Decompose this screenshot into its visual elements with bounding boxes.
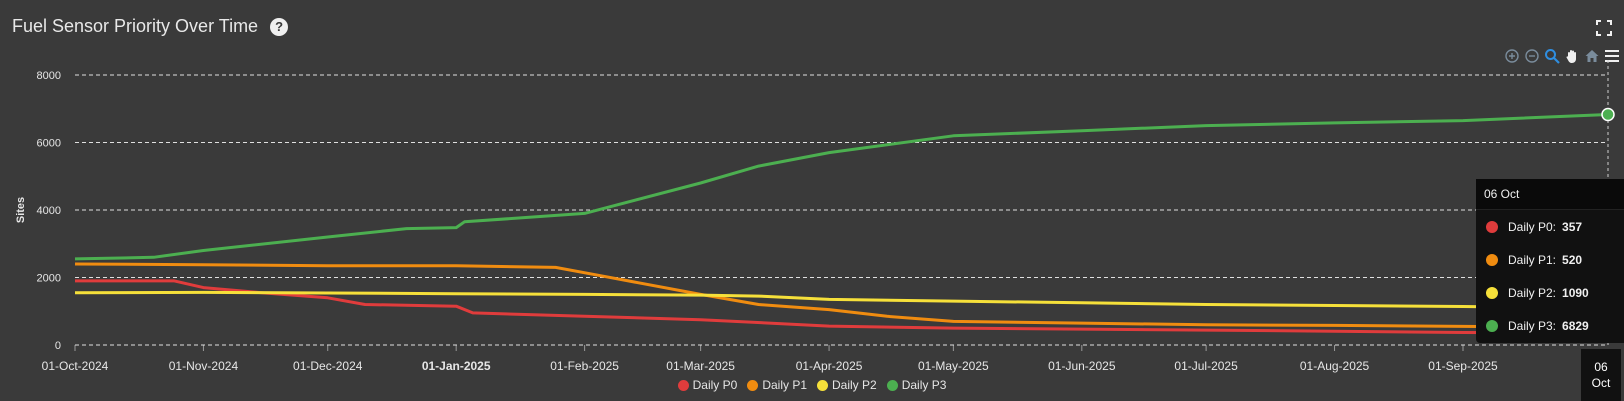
tooltip-value: 1090 — [1562, 285, 1589, 300]
y-tick-label: 8000 — [37, 70, 61, 82]
series-line-p1 — [74, 262, 1609, 329]
x-tick-label: 01-Aug-2025 — [1300, 359, 1370, 373]
tooltip-label: Daily P2: — [1508, 285, 1557, 300]
zoom-in-icon[interactable] — [1504, 48, 1520, 64]
crosshair-month: Oct — [1591, 376, 1611, 390]
tooltip-value: 520 — [1562, 252, 1583, 267]
legend-label: Daily P3 — [901, 378, 947, 392]
fullscreen-icon[interactable] — [1596, 20, 1612, 36]
x-tick-label: 01-Mar-2025 — [666, 359, 735, 373]
legend-label: Daily P2 — [832, 378, 877, 392]
legend-marker — [886, 379, 898, 391]
zoom-out-icon[interactable] — [1524, 48, 1540, 64]
crosshair-day: 06 — [1594, 360, 1608, 374]
legend: Daily P0 Daily P1 Daily P2 Daily P3 — [0, 378, 1624, 392]
x-tick-label: 01-Apr-2025 — [796, 359, 863, 373]
tooltip-row: Daily P1: 520 — [1476, 243, 1624, 276]
legend-label: Daily P1 — [762, 378, 807, 392]
pan-icon[interactable] — [1564, 48, 1580, 64]
tooltip-row: Daily P2: 1090 — [1476, 276, 1624, 309]
legend-label: Daily P0 — [692, 378, 738, 392]
chart-toolbar — [1504, 48, 1620, 64]
tooltip-title: 06 Oct — [1476, 179, 1624, 210]
tooltip-dot — [1486, 319, 1498, 332]
x-tick-label: 01-Jul-2025 — [1174, 359, 1238, 373]
legend-marker — [747, 379, 759, 391]
x-tick-label: 01-Nov-2024 — [169, 359, 239, 373]
legend-item-p0[interactable]: Daily P0 — [677, 378, 738, 392]
legend-item-p1[interactable]: Daily P1 — [747, 378, 807, 392]
y-axis-label: Sites — [15, 197, 27, 223]
legend-item-p3[interactable]: Daily P3 — [886, 378, 947, 392]
crosshair-date-label: 06 Oct — [1581, 349, 1621, 401]
menu-icon[interactable] — [1604, 48, 1620, 64]
series-line-p3 — [74, 113, 1609, 261]
help-icon[interactable]: ? — [270, 17, 289, 36]
series-marker-p3 — [1601, 107, 1615, 122]
y-tick-label: 4000 — [37, 205, 61, 217]
y-tick-label: 0 — [55, 340, 61, 352]
tooltip-label: Daily P3: — [1508, 318, 1557, 333]
x-tick-label: 01-Jun-2025 — [1048, 359, 1116, 373]
x-tick-label: 01-May-2025 — [918, 359, 989, 373]
selection-zoom-icon[interactable] — [1544, 48, 1560, 64]
series-line-p2 — [74, 290, 1609, 310]
legend-marker — [677, 379, 689, 391]
tooltip-row: Daily P3: 6829 — [1476, 309, 1624, 342]
legend-marker — [817, 379, 828, 391]
tooltip: 06 Oct Daily P0: 357 Daily P1: 520 Daily P2:… — [1476, 179, 1624, 343]
legend-item-p2[interactable]: Daily P2 — [817, 378, 877, 392]
chart-title: Fuel Sensor Priority Over Time — [12, 16, 259, 36]
tooltip-value: 357 — [1562, 219, 1583, 234]
series-line-p0 — [75, 279, 1609, 335]
x-tick-label: 01-Dec-2024 — [293, 359, 363, 373]
tooltip-dot — [1486, 286, 1498, 299]
tooltip-row: Daily P0: 357 — [1476, 210, 1624, 243]
home-icon[interactable] — [1584, 48, 1600, 64]
x-tick-label: 01-Sep-2025 — [1428, 359, 1498, 373]
tooltip-dot — [1486, 220, 1498, 233]
x-tick-label: 01-Oct-2024 — [42, 359, 109, 373]
x-tick-label: 01-Jan-2025 — [422, 359, 491, 373]
y-tick-label: 2000 — [37, 273, 61, 285]
tooltip-value: 6829 — [1562, 318, 1589, 333]
chart-header: Fuel Sensor Priority Over Time ? — [12, 16, 289, 37]
x-tick-label: 01-Feb-2025 — [550, 359, 619, 373]
y-tick-label: 6000 — [37, 138, 61, 150]
tooltip-label: Daily P1: — [1508, 252, 1557, 267]
tooltip-label: Daily P0: — [1508, 219, 1557, 234]
tooltip-dot — [1486, 253, 1498, 266]
